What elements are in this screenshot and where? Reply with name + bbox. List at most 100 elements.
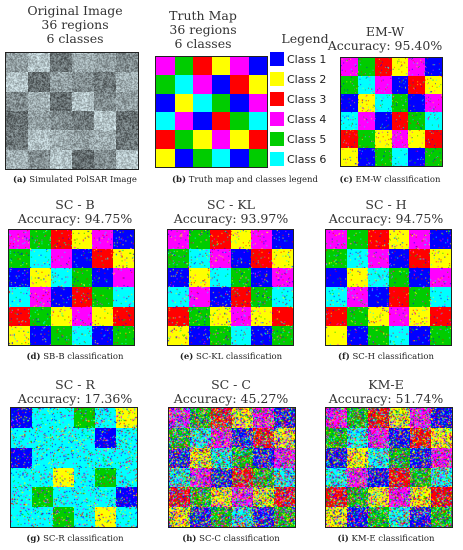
region-cell: [368, 487, 389, 508]
region-cell: [50, 230, 72, 250]
region-cell: [253, 507, 274, 527]
region-cell: [326, 230, 347, 250]
region-cell: [274, 447, 295, 468]
region-cell: [374, 130, 392, 148]
region-cell: [251, 230, 273, 250]
region-cell: [116, 149, 138, 169]
region-cell: [50, 111, 72, 131]
region-cell: [74, 467, 95, 488]
panel-title: SC - R Accuracy: 17.36%: [17, 377, 133, 406]
region-cell: [248, 148, 267, 167]
panel-i: KM-E Accuracy: 51.74%: [311, 378, 461, 406]
region-cell: [425, 94, 442, 112]
region-cell: [71, 325, 93, 345]
region-cell: [274, 408, 295, 428]
region-cell: [6, 111, 28, 131]
region-cell: [357, 148, 375, 166]
region-cell: [230, 75, 249, 94]
region-cell: [272, 325, 293, 345]
region-cell: [190, 408, 211, 428]
region-cell: [388, 325, 410, 345]
region-cell: [431, 487, 452, 508]
region-cell: [391, 148, 409, 166]
region-cell: [74, 447, 95, 468]
legend-item-class-3: Class 3: [270, 89, 340, 109]
panel-title: KM-E Accuracy: 51.74%: [328, 377, 444, 406]
sc-c-classification-map: [168, 407, 296, 528]
region-cell: [116, 72, 138, 92]
region-cell: [367, 306, 389, 326]
region-cell: [408, 130, 426, 148]
region-cell: [347, 427, 368, 448]
region-cell: [168, 325, 189, 345]
region-cell: [409, 230, 431, 250]
region-cell: [230, 93, 249, 112]
region-cell: [116, 447, 137, 468]
region-cell: [211, 75, 230, 94]
region-cell: [9, 249, 30, 269]
region-cell: [391, 130, 409, 148]
region-cell: [248, 130, 267, 149]
region-cell: [431, 447, 452, 468]
region-cell: [430, 268, 451, 288]
region-cell: [230, 57, 249, 76]
region-cell: [230, 112, 249, 131]
caption-e: (e) SC-KL classification: [179, 352, 283, 362]
region-cell: [357, 76, 375, 94]
region-cell: [113, 249, 134, 269]
region-cell: [29, 249, 51, 269]
region-cell: [347, 467, 368, 488]
legend-item-class-6: Class 6: [270, 149, 340, 169]
panel-d: SC - B Accuracy: 94.75%: [0, 198, 150, 226]
region-cell: [29, 268, 51, 288]
region-cell: [168, 306, 189, 326]
region-cell: [50, 53, 72, 73]
panel-b: Truth Map 36 regions 6 classes: [148, 9, 258, 51]
region-cell: [410, 467, 431, 488]
region-cell: [274, 467, 295, 488]
region-cell: [408, 76, 426, 94]
region-cell: [248, 75, 267, 94]
region-cell: [174, 75, 193, 94]
region-cell: [53, 427, 74, 448]
region-cell: [169, 447, 190, 468]
region-cell: [346, 230, 368, 250]
region-cell: [193, 148, 212, 167]
region-cell: [94, 72, 116, 92]
caption-g: (g) SC-R classification: [26, 534, 124, 544]
region-cell: [425, 130, 442, 148]
caption-f: (f) SC-H classification: [338, 352, 434, 362]
region-cell: [28, 91, 50, 111]
region-cell: [50, 149, 72, 169]
region-cell: [389, 507, 410, 527]
legend-swatch: [270, 92, 284, 106]
region-cell: [95, 467, 116, 488]
region-cell: [11, 408, 32, 428]
region-cell: [389, 487, 410, 508]
panel-c: EM-W Accuracy: 95.40%: [310, 25, 460, 53]
panel-title: Truth Map 36 regions 6 classes: [169, 8, 237, 51]
legend-title: Legend: [281, 31, 329, 46]
region-cell: [347, 408, 368, 428]
region-cell: [95, 408, 116, 428]
region-cell: [209, 325, 231, 345]
region-cell: [374, 148, 392, 166]
region-cell: [357, 112, 375, 130]
caption-b: (b) Truth map and classes legend: [172, 175, 318, 185]
region-cell: [72, 149, 94, 169]
region-cell: [410, 447, 431, 468]
region-cell: [431, 467, 452, 488]
region-cell: [341, 130, 358, 148]
region-cell: [425, 76, 442, 94]
region-cell: [248, 93, 267, 112]
region-cell: [326, 507, 347, 527]
region-cell: [116, 91, 138, 111]
region-cell: [116, 467, 137, 488]
region-cell: [168, 268, 189, 288]
legend-item-class-5: Class 5: [270, 129, 340, 149]
sc-kl-classification-map: [167, 229, 294, 346]
region-cell: [72, 111, 94, 131]
region-cell: [190, 427, 211, 448]
region-cell: [92, 287, 114, 307]
region-cell: [169, 467, 190, 488]
